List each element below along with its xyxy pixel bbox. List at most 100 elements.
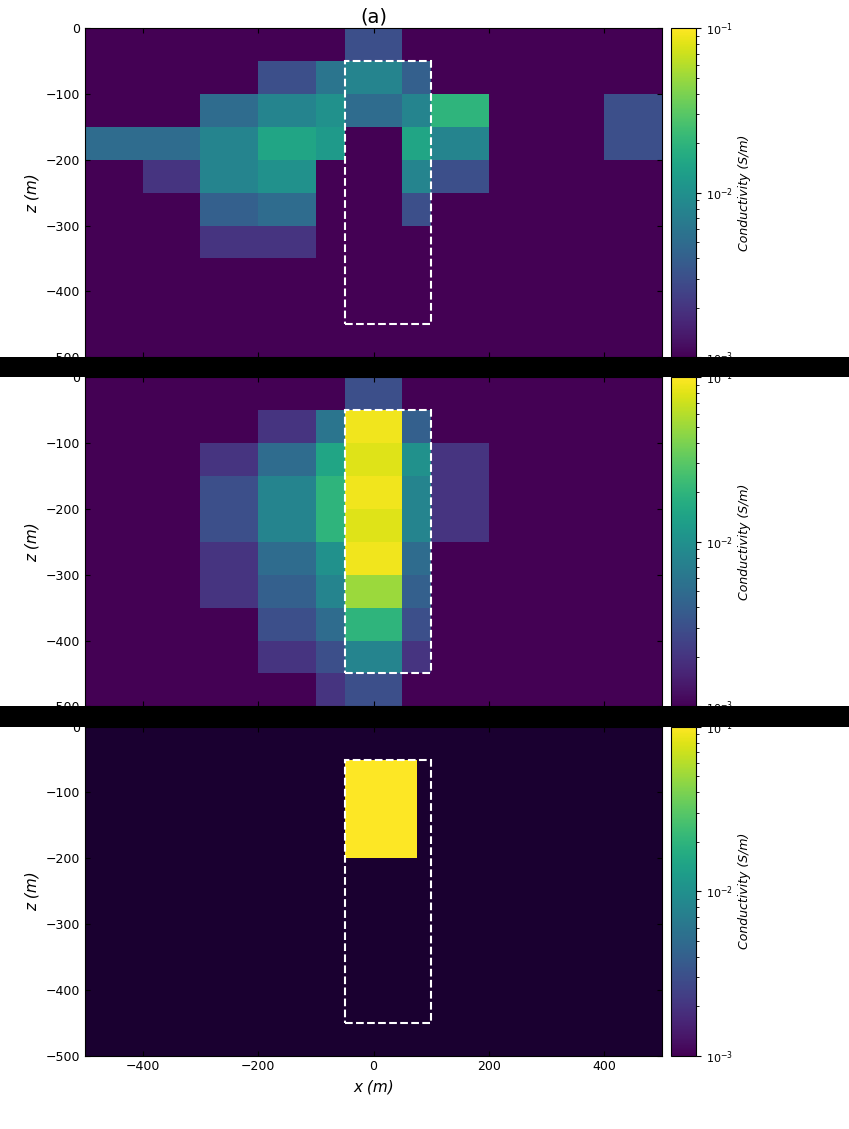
- Bar: [200, 226, 258, 259]
- Bar: [258, 193, 316, 226]
- Bar: [604, 476, 662, 509]
- Bar: [85, 542, 143, 575]
- Bar: [402, 160, 431, 193]
- Bar: [85, 61, 143, 94]
- Bar: [402, 193, 431, 226]
- Bar: [258, 607, 316, 640]
- Y-axis label: Conductivity (S/m): Conductivity (S/m): [739, 833, 751, 949]
- Bar: [547, 226, 604, 259]
- Title: (a): (a): [360, 8, 387, 27]
- Bar: [402, 291, 431, 324]
- Bar: [604, 575, 662, 607]
- Bar: [143, 607, 200, 640]
- Bar: [316, 126, 345, 160]
- Bar: [345, 674, 402, 707]
- Bar: [431, 607, 489, 640]
- Bar: [604, 377, 662, 410]
- Bar: [200, 126, 258, 160]
- Bar: [431, 324, 489, 357]
- Bar: [143, 226, 200, 259]
- Bar: [402, 324, 431, 357]
- Bar: [85, 607, 143, 640]
- Bar: [489, 640, 547, 674]
- Bar: [402, 28, 431, 61]
- Bar: [604, 509, 662, 542]
- Bar: [345, 291, 402, 324]
- Bar: [547, 607, 604, 640]
- Bar: [316, 640, 345, 674]
- Bar: [604, 542, 662, 575]
- Bar: [345, 259, 402, 291]
- Y-axis label: z (m): z (m): [25, 522, 40, 562]
- Y-axis label: Conductivity (S/m): Conductivity (S/m): [739, 134, 751, 251]
- Bar: [345, 377, 402, 410]
- Bar: [604, 444, 662, 476]
- Bar: [489, 607, 547, 640]
- Bar: [200, 410, 258, 444]
- Title: (c): (c): [361, 706, 386, 725]
- Bar: [85, 226, 143, 259]
- Bar: [316, 509, 345, 542]
- Bar: [143, 324, 200, 357]
- Bar: [489, 377, 547, 410]
- Bar: [402, 377, 431, 410]
- Bar: [200, 476, 258, 509]
- Bar: [547, 28, 604, 61]
- Bar: [431, 94, 489, 126]
- Bar: [547, 509, 604, 542]
- Bar: [489, 160, 547, 193]
- Bar: [402, 509, 431, 542]
- Bar: [85, 324, 143, 357]
- Bar: [85, 291, 143, 324]
- Bar: [489, 542, 547, 575]
- Bar: [431, 259, 489, 291]
- Bar: [200, 509, 258, 542]
- Bar: [431, 160, 489, 193]
- Bar: [200, 28, 258, 61]
- Bar: [547, 542, 604, 575]
- Bar: [604, 640, 662, 674]
- Bar: [489, 291, 547, 324]
- Bar: [345, 193, 402, 226]
- Bar: [604, 324, 662, 357]
- Bar: [431, 674, 489, 707]
- Bar: [200, 607, 258, 640]
- Bar: [489, 575, 547, 607]
- Bar: [547, 61, 604, 94]
- Bar: [402, 410, 431, 444]
- Bar: [258, 226, 316, 259]
- Bar: [258, 575, 316, 607]
- Bar: [345, 324, 402, 357]
- Bar: [143, 259, 200, 291]
- Bar: [431, 410, 489, 444]
- Bar: [200, 324, 258, 357]
- Bar: [345, 410, 402, 444]
- Y-axis label: z (m): z (m): [25, 872, 40, 911]
- Bar: [258, 542, 316, 575]
- Bar: [143, 509, 200, 542]
- Bar: [345, 509, 402, 542]
- Bar: [547, 674, 604, 707]
- Bar: [316, 444, 345, 476]
- Bar: [604, 410, 662, 444]
- Bar: [143, 28, 200, 61]
- Bar: [200, 193, 258, 226]
- Bar: [200, 575, 258, 607]
- Bar: [200, 259, 258, 291]
- Bar: [200, 61, 258, 94]
- Bar: [345, 760, 417, 858]
- Bar: [547, 193, 604, 226]
- Bar: [258, 291, 316, 324]
- Bar: [143, 377, 200, 410]
- Bar: [143, 94, 200, 126]
- Bar: [345, 226, 402, 259]
- Bar: [258, 324, 316, 357]
- Bar: [402, 61, 431, 94]
- Bar: [143, 61, 200, 94]
- Bar: [431, 193, 489, 226]
- Bar: [258, 61, 316, 94]
- Bar: [200, 444, 258, 476]
- Bar: [258, 640, 316, 674]
- Bar: [85, 126, 143, 160]
- Bar: [316, 410, 345, 444]
